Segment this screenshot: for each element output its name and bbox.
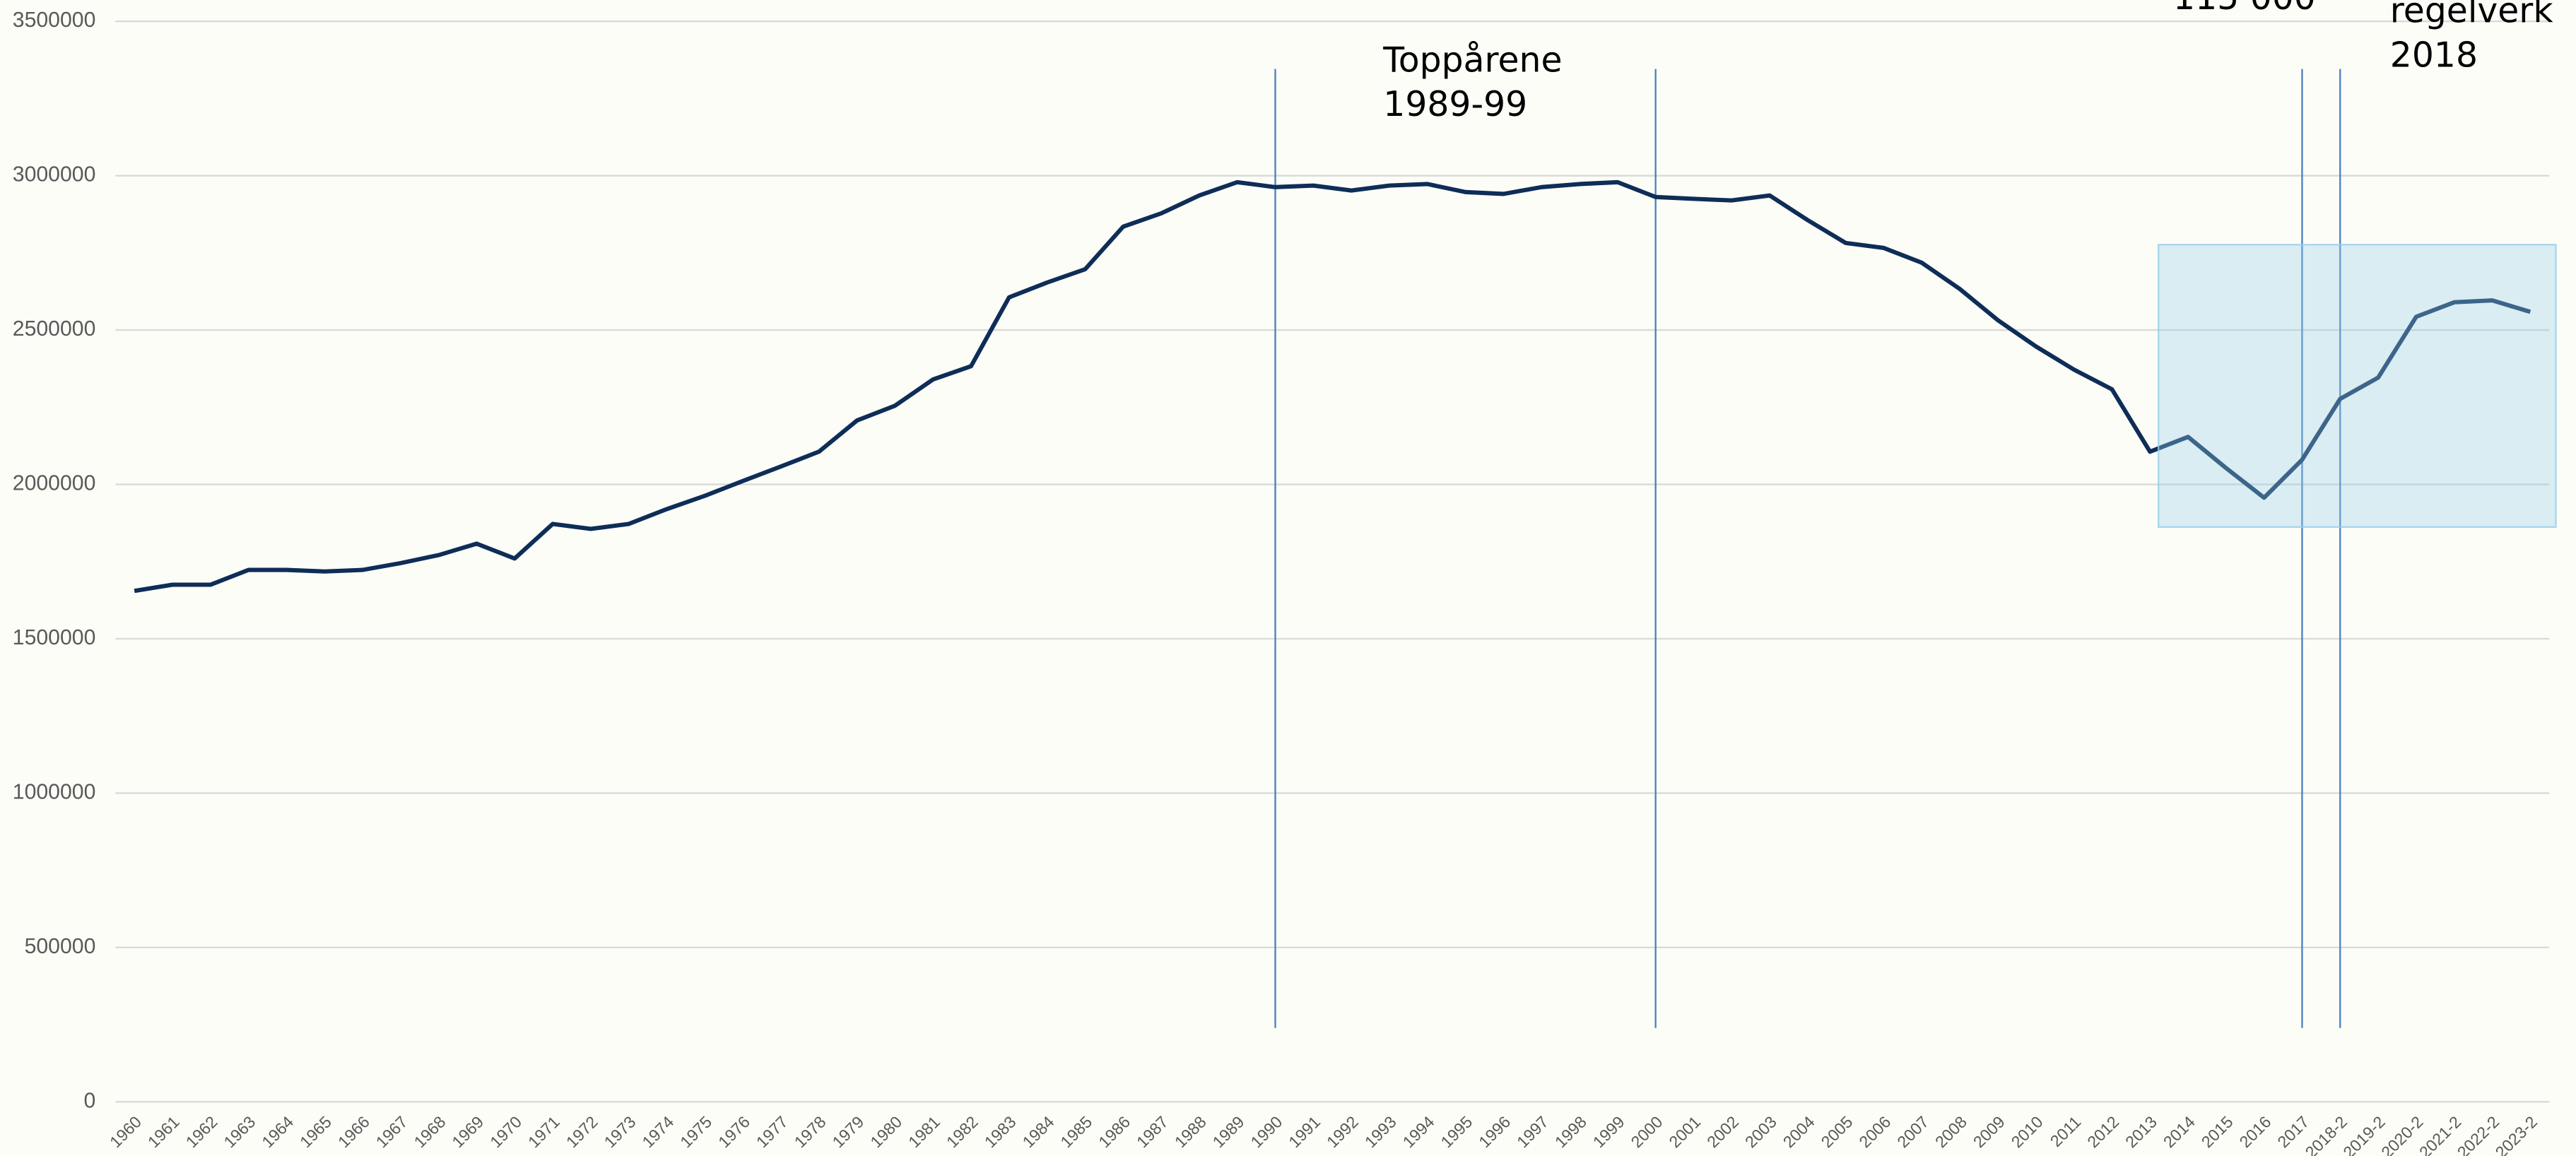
x-tick-label: 2001	[1665, 1112, 1704, 1151]
x-tick-label: 1964	[258, 1112, 297, 1151]
x-tick-label: 1998	[1551, 1112, 1590, 1151]
x-tick-label: 1980	[866, 1112, 905, 1151]
x-tick-label: 2014	[2160, 1112, 2199, 1151]
annotation: 2018	[2390, 35, 2478, 75]
x-tick-label: 1962	[182, 1112, 221, 1151]
y-tick-label: 3000000	[13, 163, 96, 187]
x-tick-label: 1972	[563, 1112, 601, 1151]
x-tick-label: 2006	[1855, 1112, 1894, 1151]
x-tick-label: 2023-2	[2492, 1112, 2541, 1156]
y-tick-label: 3500000	[13, 8, 96, 32]
x-tick-label: 1975	[676, 1112, 715, 1151]
x-tick-label: 1978	[791, 1112, 830, 1151]
x-tick-label: 1990	[1247, 1112, 1286, 1151]
y-tick-label: 1000000	[13, 780, 96, 803]
x-tick-label: 2007	[1893, 1112, 1932, 1151]
y-tick-label: 1500000	[13, 626, 96, 649]
x-tick-label: 1968	[411, 1112, 449, 1151]
x-tick-label: 2002	[1703, 1112, 1742, 1151]
annotation: Toppårene	[1382, 40, 1562, 80]
x-tick-label: 2004	[1780, 1112, 1818, 1151]
y-tick-label: 500000	[25, 935, 96, 958]
x-tick-label: 2008	[1931, 1112, 1970, 1151]
x-tick-label: 2010	[2008, 1112, 2047, 1151]
x-tick-label: 1981	[905, 1112, 943, 1151]
x-tick-label: 1974	[638, 1112, 677, 1151]
x-tick-label: 1988	[1171, 1112, 1210, 1151]
x-tick-label: 2013	[2122, 1112, 2160, 1151]
x-tick-label: 2015	[2198, 1112, 2237, 1151]
x-tick-label: 2003	[1741, 1112, 1780, 1151]
x-tick-label: 2000	[1628, 1112, 1666, 1151]
x-tick-label: 2016	[2236, 1112, 2275, 1151]
y-tick-label: 0	[84, 1089, 96, 1112]
annotation: 1989-99	[1383, 84, 1527, 124]
highlight-box	[2157, 244, 2557, 529]
x-tick-label: 2009	[1970, 1112, 2009, 1151]
x-tick-label: 1961	[144, 1112, 183, 1151]
x-tick-label: 1997	[1513, 1112, 1552, 1151]
x-tick-label: 1971	[524, 1112, 563, 1151]
y-tick-label: 2000000	[13, 472, 96, 495]
x-tick-label: 1969	[448, 1112, 487, 1151]
x-tick-label: 1977	[753, 1112, 792, 1151]
x-tick-label: 1983	[981, 1112, 1020, 1151]
x-tick-label: 1992	[1323, 1112, 1362, 1151]
x-tick-label: 1960	[106, 1112, 145, 1151]
x-tick-label: 1986	[1095, 1112, 1134, 1151]
x-tick-label: 1967	[372, 1112, 411, 1151]
x-tick-label: 2012	[2083, 1112, 2122, 1151]
annotation: regelverk	[2390, 0, 2554, 31]
x-tick-label: 1970	[486, 1112, 525, 1151]
x-tick-label: 1993	[1361, 1112, 1400, 1151]
x-tick-label: 1999	[1589, 1112, 1628, 1151]
x-tick-label: 1965	[296, 1112, 335, 1151]
x-tick-label: 1973	[601, 1112, 640, 1151]
x-tick-label: 1976	[714, 1112, 753, 1151]
x-tick-label: 2005	[1818, 1112, 1857, 1151]
x-tick-label: 1991	[1285, 1112, 1324, 1151]
x-tick-label: 1989	[1209, 1112, 1248, 1151]
x-tick-label: 1987	[1133, 1112, 1172, 1151]
x-tick-label: 1966	[334, 1112, 373, 1151]
x-tick-label: 1985	[1057, 1112, 1095, 1151]
x-tick-label: 1982	[943, 1112, 982, 1151]
annotation: 115 000	[2173, 0, 2316, 18]
x-tick-label: 1994	[1399, 1112, 1438, 1151]
line	[134, 179, 2531, 594]
x-tick-label: 2011	[2047, 1112, 2085, 1150]
y-tick-label: 2500000	[13, 317, 96, 341]
x-tick-label: 1996	[1475, 1112, 1514, 1151]
x-tick-label: 1979	[829, 1112, 868, 1151]
x-tick-label: 1995	[1437, 1112, 1476, 1151]
x-tick-label: 1984	[1019, 1112, 1058, 1151]
x-tick-label: 1963	[220, 1112, 259, 1151]
